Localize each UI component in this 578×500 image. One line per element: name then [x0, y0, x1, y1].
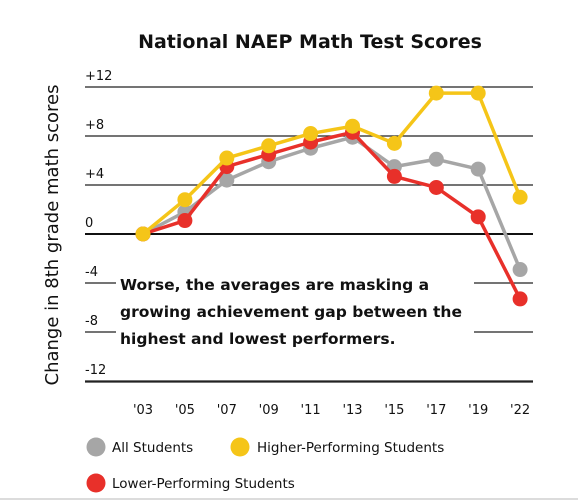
x-tick-label: '22 — [510, 403, 530, 418]
data-point — [219, 150, 235, 166]
y-tick-label: 0 — [85, 216, 93, 231]
legend-label: Lower-Performing Students — [112, 476, 295, 492]
data-point — [386, 168, 402, 184]
data-point — [428, 179, 444, 195]
series-lines — [135, 85, 528, 307]
data-point — [428, 151, 444, 167]
data-point — [177, 213, 193, 229]
x-tick-label: '09 — [259, 403, 279, 418]
y-tick-label: +4 — [85, 167, 104, 182]
x-tick-label: '03 — [133, 403, 153, 418]
series-line — [141, 91, 522, 236]
x-tick-label: '05 — [175, 403, 195, 418]
data-point — [428, 85, 444, 101]
data-point — [303, 126, 319, 142]
x-tick-label: '15 — [384, 403, 404, 418]
chart-title: National NAEP Math Test Scores — [138, 31, 482, 53]
annotation-background — [116, 268, 474, 352]
data-point — [470, 209, 486, 225]
legend-item: All Students — [86, 437, 193, 457]
annotation-line-3: highest and lowest performers. — [120, 330, 396, 348]
legend-swatch — [230, 437, 250, 457]
series-line — [142, 130, 522, 300]
y-tick-label: +8 — [85, 118, 104, 133]
data-point — [470, 85, 486, 101]
y-tick-labels: +12 +8 +4 0 -4 -8 -12 — [85, 69, 112, 378]
annotation: Worse, the averages are masking a growin… — [120, 276, 462, 348]
data-point — [512, 262, 528, 278]
legend-item: Higher-Performing Students — [230, 437, 444, 457]
data-point — [261, 138, 277, 154]
x-tick-label: '07 — [217, 403, 237, 418]
data-point — [512, 189, 528, 205]
legend: All Students Higher-Performing Students Lo… — [86, 437, 444, 493]
data-point — [345, 118, 360, 134]
data-point — [386, 135, 402, 151]
annotation-line-2: growing achievement gap between the — [120, 303, 462, 321]
x-tick-label: '17 — [426, 403, 446, 418]
data-point — [177, 192, 193, 208]
y-tick-label: -4 — [85, 265, 98, 280]
y-tick-label: +12 — [85, 69, 112, 84]
y-tick-label: -8 — [85, 314, 98, 329]
legend-swatch — [86, 437, 106, 457]
y-tick-label: -12 — [85, 363, 106, 378]
data-point — [512, 291, 528, 307]
series-higher-performing-students — [135, 85, 528, 242]
legend-swatch — [86, 473, 106, 493]
data-point — [470, 161, 486, 177]
annotation-line-1: Worse, the averages are masking a — [120, 276, 429, 294]
legend-label: Higher-Performing Students — [257, 440, 444, 456]
x-tick-label: '13 — [342, 403, 362, 418]
legend-label: All Students — [112, 440, 193, 456]
y-axis-label: Change in 8th grade math scores — [42, 85, 63, 386]
x-tick-label: '11 — [301, 403, 321, 418]
data-point — [135, 226, 151, 242]
bottom-divider — [0, 498, 578, 500]
legend-item: Lower-Performing Students — [86, 473, 295, 493]
data-point — [219, 172, 235, 188]
x-tick-label: '19 — [468, 403, 488, 418]
x-tick-labels: '03 '05 '07 '09 '11 '13 '15 '17 '19 '22 — [133, 403, 530, 418]
series-all-students — [135, 129, 528, 278]
